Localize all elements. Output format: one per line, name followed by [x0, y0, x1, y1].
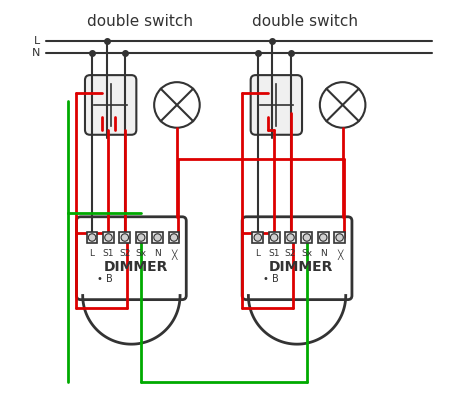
Text: ╳: ╳ — [171, 249, 177, 260]
Circle shape — [154, 234, 161, 241]
FancyBboxPatch shape — [76, 217, 186, 300]
Text: Sx: Sx — [136, 249, 147, 258]
Circle shape — [254, 234, 262, 241]
Bar — [252, 232, 263, 243]
Text: N: N — [154, 249, 161, 258]
FancyBboxPatch shape — [85, 75, 137, 135]
Circle shape — [319, 234, 327, 241]
Text: S1: S1 — [103, 249, 114, 258]
Circle shape — [137, 234, 145, 241]
Bar — [301, 232, 312, 243]
Bar — [87, 232, 98, 243]
Circle shape — [170, 234, 178, 241]
Text: • B: • B — [97, 274, 113, 284]
Circle shape — [271, 234, 278, 241]
Bar — [152, 232, 163, 243]
Circle shape — [287, 234, 294, 241]
FancyBboxPatch shape — [242, 217, 352, 300]
Text: ╳: ╳ — [337, 249, 342, 260]
Text: S1: S1 — [268, 249, 280, 258]
Bar — [169, 232, 179, 243]
Text: N: N — [32, 48, 40, 58]
Bar — [103, 232, 114, 243]
Bar — [334, 232, 345, 243]
Text: S2: S2 — [285, 249, 296, 258]
Text: L: L — [90, 249, 95, 258]
Text: N: N — [320, 249, 327, 258]
Text: Sx: Sx — [301, 249, 312, 258]
Circle shape — [121, 234, 128, 241]
Text: DIMMER: DIMMER — [103, 260, 168, 274]
Text: • B: • B — [263, 274, 279, 284]
Circle shape — [303, 234, 310, 241]
Bar — [269, 232, 280, 243]
Bar — [318, 232, 328, 243]
Text: double switch: double switch — [87, 14, 192, 29]
Bar — [119, 232, 130, 243]
Text: L: L — [255, 249, 260, 258]
Circle shape — [105, 234, 112, 241]
Text: double switch: double switch — [252, 14, 358, 29]
FancyBboxPatch shape — [251, 75, 302, 135]
Text: DIMMER: DIMMER — [269, 260, 333, 274]
Bar — [285, 232, 296, 243]
Circle shape — [336, 234, 343, 241]
Bar — [136, 232, 146, 243]
Text: L: L — [34, 36, 40, 46]
Text: S2: S2 — [119, 249, 130, 258]
Circle shape — [88, 234, 96, 241]
